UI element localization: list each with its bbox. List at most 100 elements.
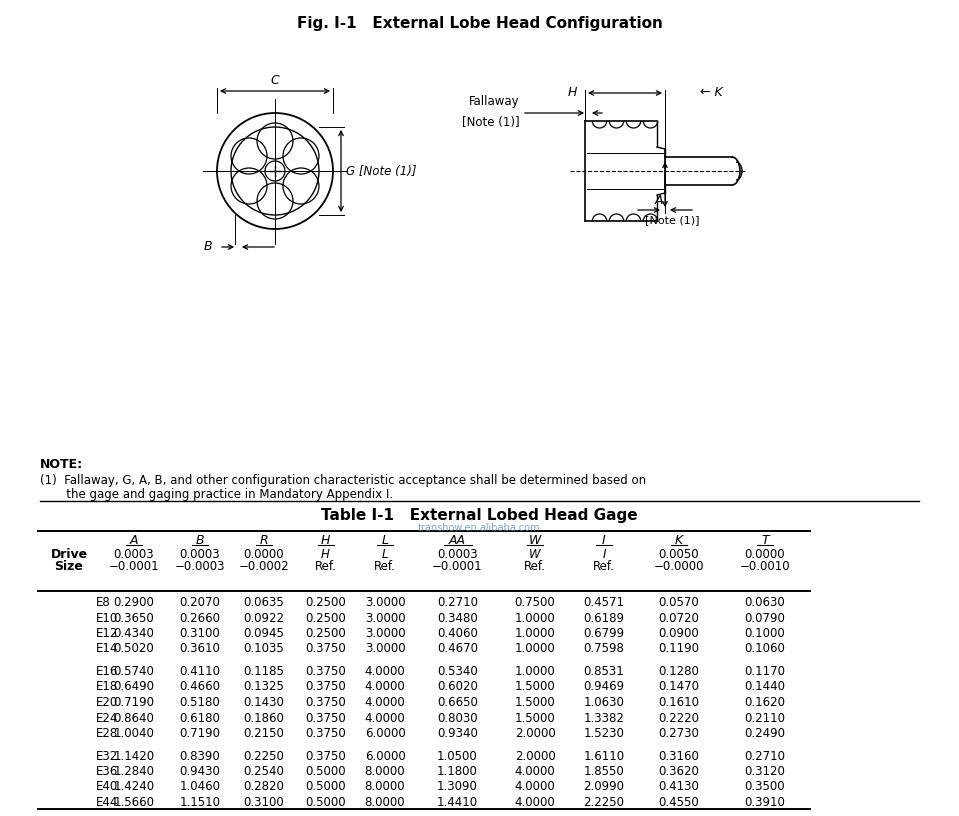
Text: 0.1610: 0.1610 [659,696,699,709]
Text: Ref.: Ref. [315,560,337,573]
Text: E40: E40 [96,780,118,793]
Text: 0.4550: 0.4550 [659,796,699,809]
Text: 0.1000: 0.1000 [744,627,785,640]
Text: W: W [529,548,541,561]
Text: 0.9430: 0.9430 [179,765,221,778]
Text: 0.3750: 0.3750 [305,750,346,762]
Text: L: L [382,534,388,547]
Text: 0.3160: 0.3160 [659,750,699,762]
Text: E10: E10 [96,611,118,624]
Text: 0.2540: 0.2540 [244,765,285,778]
Text: 0.5000: 0.5000 [305,796,346,809]
Text: 0.4060: 0.4060 [437,627,478,640]
Text: E14: E14 [96,642,118,655]
Text: 1.1420: 1.1420 [113,750,154,762]
Text: Fallaway: Fallaway [469,95,520,108]
Text: A: A [655,194,664,207]
Text: W: W [528,534,541,547]
Text: NOTE:: NOTE: [40,458,83,471]
Text: 1.0000: 1.0000 [515,611,555,624]
Text: 0.3750: 0.3750 [305,681,346,694]
Text: B: B [203,241,212,254]
Text: 1.4410: 1.4410 [437,796,479,809]
Text: 0.7598: 0.7598 [584,642,624,655]
Text: E32: E32 [96,750,118,762]
Text: 0.3750: 0.3750 [305,696,346,709]
Text: 0.5340: 0.5340 [437,665,478,678]
Text: 0.7190: 0.7190 [179,727,221,740]
Text: L: L [382,548,388,561]
Text: 0.0003: 0.0003 [179,548,221,561]
Text: 1.8550: 1.8550 [584,765,624,778]
Text: −0.0001: −0.0001 [108,560,159,573]
Text: 6.0000: 6.0000 [364,750,406,762]
Text: 0.3750: 0.3750 [305,727,346,740]
Text: 3.0000: 3.0000 [364,642,406,655]
Text: 0.0050: 0.0050 [659,548,699,561]
Text: 1.2840: 1.2840 [113,765,154,778]
Text: 1.1510: 1.1510 [179,796,221,809]
Text: −0.0001: −0.0001 [433,560,482,573]
Text: I: I [602,548,606,561]
Text: 0.0945: 0.0945 [244,627,285,640]
Text: R: R [260,534,269,547]
Text: 0.2490: 0.2490 [744,727,785,740]
Text: 0.8390: 0.8390 [179,750,221,762]
Text: 0.5000: 0.5000 [305,765,346,778]
Text: 0.3100: 0.3100 [244,796,285,809]
Text: 1.0500: 1.0500 [437,750,478,762]
Text: E44: E44 [96,796,118,809]
Text: 0.0922: 0.0922 [244,611,285,624]
Text: 0.4571: 0.4571 [583,596,624,609]
Text: 2.0000: 2.0000 [515,727,555,740]
Text: E16: E16 [96,665,118,678]
Text: 0.1190: 0.1190 [659,642,699,655]
Text: 0.7190: 0.7190 [113,696,154,709]
Text: 4.0000: 4.0000 [515,765,555,778]
Text: 0.3910: 0.3910 [744,796,785,809]
Text: 0.6650: 0.6650 [437,696,478,709]
Text: 0.4130: 0.4130 [659,780,699,793]
Text: 0.3500: 0.3500 [745,780,785,793]
Text: 0.0003: 0.0003 [437,548,478,561]
Text: 0.3610: 0.3610 [179,642,221,655]
Text: 0.0900: 0.0900 [659,627,699,640]
Text: 0.0790: 0.0790 [744,611,785,624]
Text: H: H [321,534,330,547]
Text: 1.6110: 1.6110 [583,750,624,762]
Text: transhow.en.alibaba.com: transhow.en.alibaba.com [418,523,540,533]
Text: G [Note (1)]: G [Note (1)] [346,165,416,178]
Text: 3.0000: 3.0000 [364,627,406,640]
Text: K: K [675,534,683,547]
Text: [Note (1)]: [Note (1)] [462,116,520,129]
Text: 0.2820: 0.2820 [244,780,285,793]
Text: 1.3382: 1.3382 [584,712,624,725]
Text: 8.0000: 8.0000 [364,796,406,809]
Text: 0.2070: 0.2070 [179,596,221,609]
Text: 1.0040: 1.0040 [113,727,154,740]
Text: 0.4660: 0.4660 [179,681,221,694]
Text: (1)  Fallaway, G, A, B, and other configuration characteristic acceptance shall : (1) Fallaway, G, A, B, and other configu… [40,474,646,487]
Text: 6.0000: 6.0000 [364,727,406,740]
Text: 0.3100: 0.3100 [179,627,221,640]
Text: 0.3480: 0.3480 [437,611,478,624]
Text: 0.4670: 0.4670 [437,642,478,655]
Text: B: B [196,534,204,547]
Text: 1.3090: 1.3090 [437,780,478,793]
Text: 0.6180: 0.6180 [179,712,221,725]
Text: 0.3620: 0.3620 [659,765,699,778]
Text: ← K: ← K [700,86,723,100]
Text: 0.2500: 0.2500 [305,596,346,609]
Text: 1.0000: 1.0000 [515,642,555,655]
Text: 0.2250: 0.2250 [244,750,285,762]
Text: 0.2730: 0.2730 [659,727,699,740]
Text: 0.7500: 0.7500 [515,596,555,609]
Text: 1.1800: 1.1800 [437,765,478,778]
Text: 0.5740: 0.5740 [113,665,154,678]
Text: 0.3750: 0.3750 [305,642,346,655]
Text: 0.0720: 0.0720 [659,611,699,624]
Text: 0.5180: 0.5180 [179,696,221,709]
Text: 0.0003: 0.0003 [114,548,154,561]
Text: 2.2250: 2.2250 [583,796,624,809]
Text: 3.0000: 3.0000 [364,611,406,624]
